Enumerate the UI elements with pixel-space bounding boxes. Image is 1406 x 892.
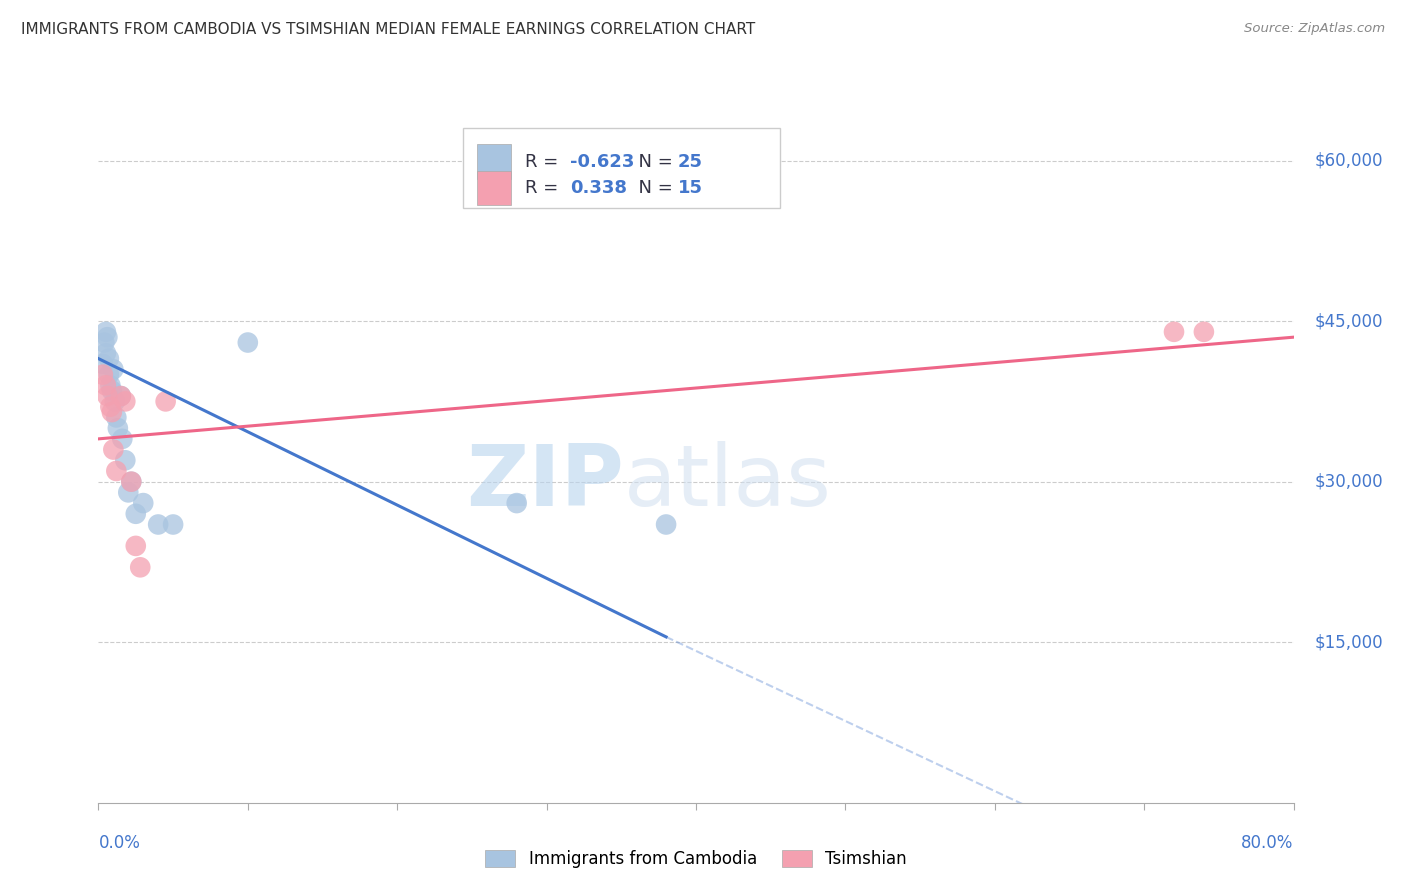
Text: R =: R = [524, 153, 564, 170]
Point [110, 389, 132, 403]
Text: 80.0%: 80.0% [1241, 834, 1294, 852]
Point [98, 400, 122, 414]
Point [111, 432, 134, 446]
Legend: Immigrants from Cambodia, Tsimshian: Immigrants from Cambodia, Tsimshian [478, 843, 914, 874]
Point [125, 507, 148, 521]
Text: 0.0%: 0.0% [98, 834, 141, 852]
Point [120, 475, 142, 489]
Point [91, 368, 114, 382]
Point [1163, 325, 1185, 339]
Point [94, 346, 117, 360]
FancyBboxPatch shape [463, 128, 779, 208]
Text: $15,000: $15,000 [1315, 633, 1384, 651]
Point [132, 496, 155, 510]
Point [120, 475, 142, 489]
Text: 0.338: 0.338 [571, 179, 627, 197]
Point [97, 351, 120, 366]
Point [98, 378, 122, 392]
Point [114, 453, 136, 467]
Text: $45,000: $45,000 [1315, 312, 1384, 330]
Point [162, 517, 184, 532]
Point [96, 389, 118, 403]
Text: N =: N = [627, 153, 678, 170]
Point [1192, 325, 1215, 339]
Point [105, 464, 128, 478]
Text: 15: 15 [678, 179, 703, 197]
Point [97, 368, 120, 382]
Point [101, 384, 124, 398]
Point [104, 394, 127, 409]
Text: atlas: atlas [624, 442, 832, 524]
Point [101, 405, 124, 419]
Point [93, 335, 115, 350]
Point [94, 378, 117, 392]
Point [91, 357, 114, 371]
Text: $60,000: $60,000 [1315, 152, 1384, 169]
Text: $30,000: $30,000 [1315, 473, 1384, 491]
Point [655, 517, 678, 532]
Point [103, 442, 125, 457]
Text: ZIP: ZIP [467, 442, 624, 524]
Text: Source: ZipAtlas.com: Source: ZipAtlas.com [1244, 22, 1385, 36]
Text: 25: 25 [678, 153, 703, 170]
Point [148, 517, 170, 532]
Point [107, 421, 129, 435]
Point [117, 485, 139, 500]
Point [506, 496, 529, 510]
Text: -0.623: -0.623 [571, 153, 636, 170]
Text: R =: R = [524, 179, 569, 197]
Point [236, 335, 259, 350]
FancyBboxPatch shape [477, 145, 510, 179]
Point [114, 394, 136, 409]
Point [125, 539, 148, 553]
Point [105, 410, 128, 425]
Point [155, 394, 177, 409]
Point [94, 325, 117, 339]
Point [110, 389, 132, 403]
FancyBboxPatch shape [477, 170, 510, 205]
Text: IMMIGRANTS FROM CAMBODIA VS TSIMSHIAN MEDIAN FEMALE EARNINGS CORRELATION CHART: IMMIGRANTS FROM CAMBODIA VS TSIMSHIAN ME… [21, 22, 755, 37]
Point [129, 560, 152, 574]
Text: N =: N = [627, 179, 678, 197]
Point [96, 330, 118, 344]
Point [103, 362, 125, 376]
